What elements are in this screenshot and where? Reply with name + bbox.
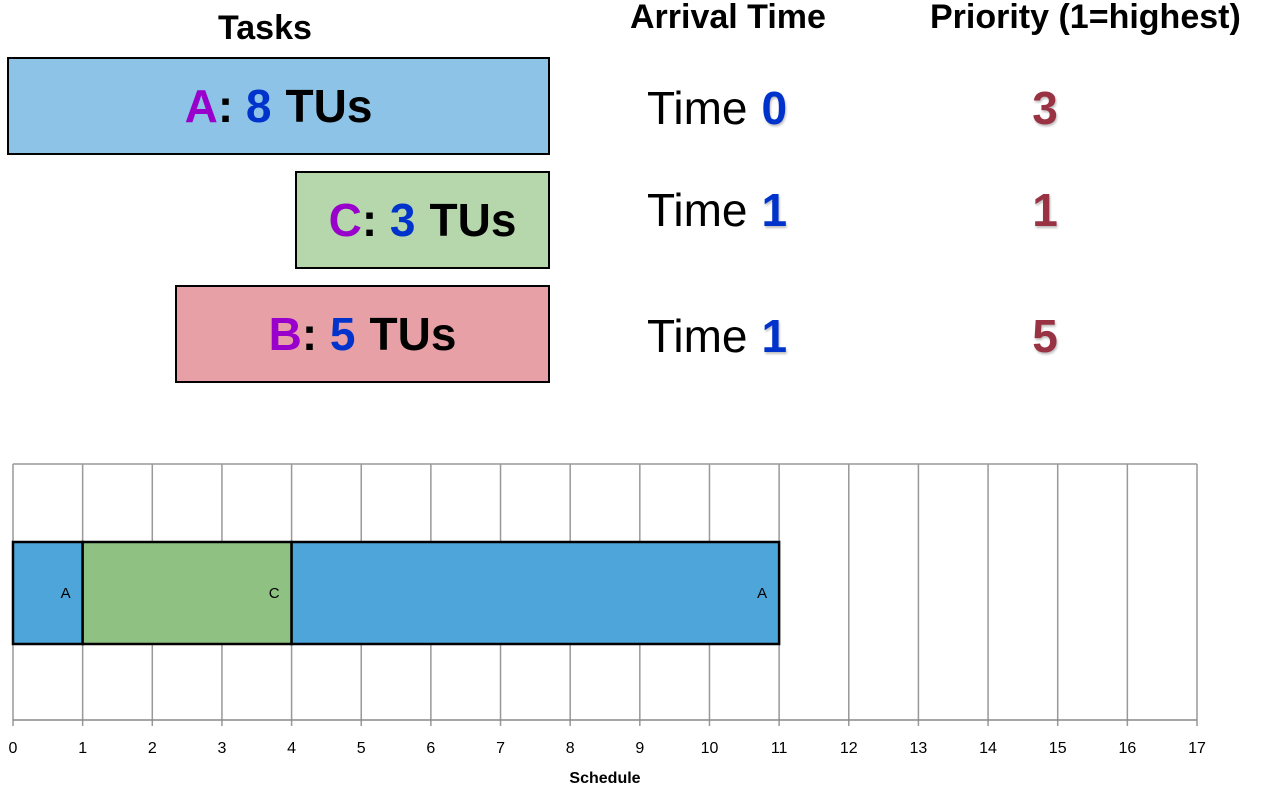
task-unit: TUs [369, 308, 457, 360]
priority-a: 3 [1032, 82, 1058, 134]
x-tick-label: 16 [1118, 740, 1136, 757]
x-tick-label: 12 [840, 740, 858, 757]
schedule-segment-a [290, 540, 781, 646]
arrival-c: Time 1 [647, 187, 787, 233]
x-tick-label: 15 [1049, 740, 1067, 757]
task-box-a: A: 8 TUs [7, 57, 550, 155]
arrival-prefix: Time [647, 184, 748, 236]
x-tick-label: 17 [1188, 740, 1206, 757]
task-unit: TUs [285, 80, 373, 132]
x-tick-label: 6 [426, 740, 435, 757]
segment-label: A [757, 585, 767, 602]
arrival-prefix: Time [647, 310, 748, 362]
x-tick-label: 14 [979, 740, 997, 757]
task-duration: 8 [245, 80, 272, 132]
x-tick-label: 7 [496, 740, 505, 757]
arrival-a: Time 0 [647, 85, 787, 131]
x-tick-label: 3 [217, 740, 226, 757]
priority-c: 1 [1032, 184, 1058, 236]
arrival-value: 0 [761, 82, 788, 134]
x-tick-label: 5 [357, 740, 366, 757]
task-name: A [184, 80, 218, 132]
arrival-b: Time 1 [647, 313, 787, 359]
x-tick-label: 1 [78, 740, 87, 757]
x-tick-label: 13 [910, 740, 928, 757]
x-tick-label: 9 [635, 740, 644, 757]
priority-header: Priority (1=highest) [930, 0, 1241, 36]
priority-b: 5 [1032, 310, 1058, 362]
arrival-value: 1 [761, 310, 788, 362]
x-tick-label: 0 [9, 740, 18, 757]
schedule-segment-a [11, 540, 84, 646]
x-tick-label: 2 [148, 740, 157, 757]
arrival-time-header: Arrival Time [630, 0, 826, 36]
x-tick-label: 11 [771, 740, 788, 757]
task-box-b: B: 5 TUs [175, 285, 550, 383]
task-unit: TUs [429, 194, 517, 246]
task-duration: 5 [329, 308, 356, 360]
arrival-value: 1 [761, 184, 788, 236]
task-name: C [328, 194, 362, 246]
schedule-segment-c [81, 540, 293, 646]
x-tick-label: 4 [287, 740, 296, 757]
task-name: B [268, 308, 302, 360]
x-axis-label: Schedule [569, 770, 640, 787]
segment-label: C [269, 585, 280, 602]
arrival-prefix: Time [647, 82, 748, 134]
task-duration: 3 [389, 194, 416, 246]
task-box-c: C: 3 TUs [295, 171, 550, 269]
x-tick-label: 8 [566, 740, 575, 757]
tasks-header: Tasks [218, 9, 312, 47]
segment-label: A [61, 585, 71, 602]
x-tick-label: 10 [701, 740, 719, 757]
